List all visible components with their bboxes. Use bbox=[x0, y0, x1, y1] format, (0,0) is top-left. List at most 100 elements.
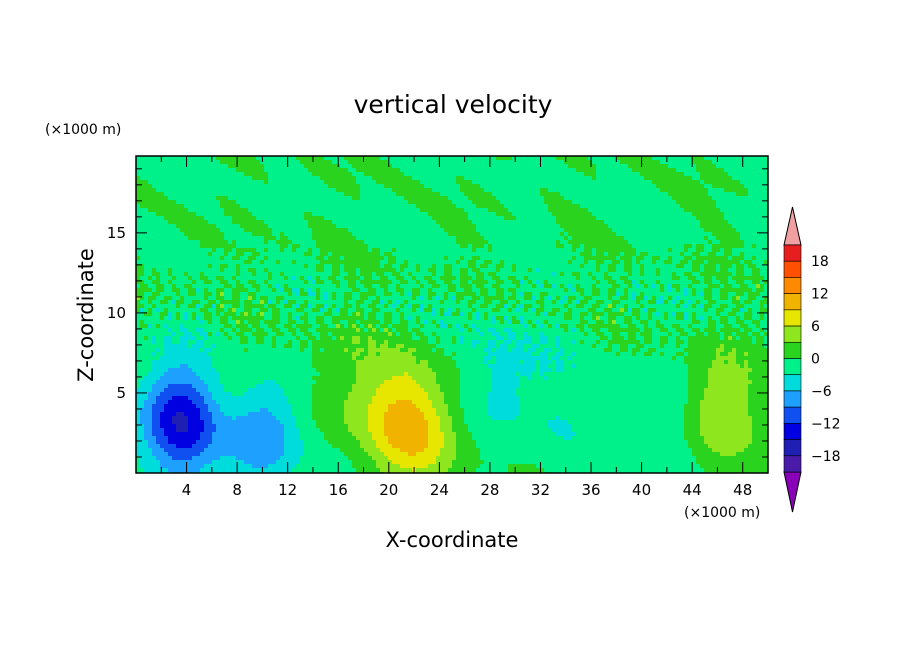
field-cell bbox=[580, 196, 585, 201]
field-cell bbox=[560, 156, 565, 161]
field-cell bbox=[284, 176, 289, 181]
field-cell bbox=[172, 248, 177, 253]
field-cell bbox=[720, 240, 725, 245]
field-cell bbox=[300, 180, 305, 185]
field-cell bbox=[624, 248, 629, 253]
field-cell bbox=[596, 252, 601, 257]
field-cell bbox=[564, 268, 569, 273]
field-cell bbox=[764, 260, 768, 265]
field-cell bbox=[340, 240, 345, 245]
field-cell bbox=[236, 192, 241, 197]
field-cell bbox=[240, 184, 245, 189]
field-cell bbox=[292, 208, 297, 213]
field-cell bbox=[720, 236, 725, 241]
field-cell bbox=[160, 260, 165, 265]
field-cell bbox=[520, 172, 525, 177]
field-cell bbox=[376, 156, 381, 161]
field-cell bbox=[264, 188, 269, 193]
field-cell bbox=[600, 176, 605, 181]
field-cell bbox=[336, 192, 341, 197]
field-cell bbox=[756, 164, 761, 169]
field-cell bbox=[164, 164, 169, 169]
field-cell bbox=[704, 244, 709, 249]
field-cell bbox=[680, 244, 685, 249]
field-cell bbox=[652, 240, 657, 245]
field-cell bbox=[460, 188, 465, 193]
field-cell bbox=[452, 208, 457, 213]
field-cell bbox=[732, 268, 737, 273]
field-cell bbox=[408, 252, 413, 257]
field-cell bbox=[184, 224, 189, 229]
field-cell bbox=[512, 276, 517, 281]
field-cell bbox=[296, 248, 301, 253]
field-cell bbox=[476, 224, 481, 229]
field-cell bbox=[608, 180, 613, 185]
field-cell bbox=[692, 204, 697, 209]
field-cell bbox=[408, 216, 413, 221]
field-cell bbox=[628, 220, 633, 225]
field-cell bbox=[400, 232, 405, 237]
field-cell bbox=[384, 172, 389, 177]
field-cell bbox=[220, 212, 225, 217]
field-cell bbox=[444, 164, 449, 169]
field-cell bbox=[156, 244, 161, 249]
field-cell bbox=[484, 180, 489, 185]
field-cell bbox=[424, 200, 429, 205]
field-cell bbox=[256, 208, 261, 213]
field-cell bbox=[380, 256, 385, 261]
field-cell bbox=[192, 244, 197, 249]
field-cell bbox=[732, 168, 737, 173]
field-cell bbox=[160, 280, 165, 285]
field-cell bbox=[764, 192, 768, 197]
field-cell bbox=[576, 160, 581, 165]
field-cell bbox=[692, 276, 697, 281]
field-cell bbox=[612, 216, 617, 221]
field-cell bbox=[300, 208, 305, 213]
field-cell bbox=[640, 220, 645, 225]
field-cell bbox=[172, 156, 177, 161]
field-cell bbox=[456, 268, 461, 273]
field-cell bbox=[504, 212, 509, 217]
field-cell bbox=[560, 276, 565, 281]
field-cell bbox=[552, 224, 557, 229]
field-cell bbox=[268, 156, 273, 161]
field-cell bbox=[528, 260, 533, 265]
field-cell bbox=[712, 224, 717, 229]
field-cell bbox=[404, 192, 409, 197]
field-cell bbox=[168, 172, 173, 177]
field-cell bbox=[396, 212, 401, 217]
field-cell bbox=[572, 184, 577, 189]
field-cell bbox=[192, 216, 197, 221]
field-cell bbox=[448, 208, 453, 213]
field-cell bbox=[628, 260, 633, 265]
field-cell bbox=[680, 252, 685, 257]
field-cell bbox=[576, 208, 581, 213]
field-cell bbox=[676, 264, 681, 269]
field-cell bbox=[740, 196, 745, 201]
field-cell bbox=[172, 272, 177, 277]
field-cell bbox=[432, 176, 437, 181]
field-cell bbox=[292, 276, 297, 281]
field-cell bbox=[468, 196, 473, 201]
field-cell bbox=[260, 240, 265, 245]
field-cell bbox=[744, 232, 749, 237]
field-cell bbox=[608, 244, 613, 249]
field-cell bbox=[496, 212, 501, 217]
field-cell bbox=[576, 172, 581, 177]
field-cell bbox=[584, 276, 589, 281]
field-cell bbox=[408, 236, 413, 241]
field-cell bbox=[272, 220, 277, 225]
field-cell bbox=[300, 188, 305, 193]
field-cell bbox=[652, 176, 657, 181]
field-cell bbox=[492, 212, 497, 217]
field-cell bbox=[688, 164, 693, 169]
field-cell bbox=[656, 252, 661, 257]
field-cell bbox=[396, 176, 401, 181]
field-cell bbox=[232, 244, 237, 249]
field-cell bbox=[420, 260, 425, 265]
field-cell bbox=[312, 232, 317, 237]
field-cell bbox=[380, 176, 385, 181]
field-cell bbox=[552, 176, 557, 181]
field-cell bbox=[384, 280, 389, 285]
field-cell bbox=[660, 228, 665, 233]
